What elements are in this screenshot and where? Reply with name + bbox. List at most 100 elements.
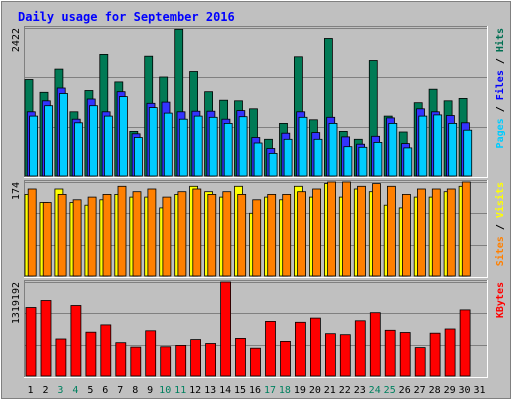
bar-sites-day-22 (342, 181, 351, 277)
bar-sites-day-25 (386, 185, 396, 277)
x-tick-label-25: 25 (384, 385, 396, 396)
bar-pages-day-21 (328, 123, 338, 177)
bar-pages-day-26 (403, 147, 413, 177)
x-tick-label-23: 23 (354, 385, 366, 396)
x-tick-label-18: 18 (279, 385, 291, 396)
bar-sites-day-12 (192, 188, 202, 277)
bar-pages-day-17 (268, 152, 278, 177)
x-tick-label-24: 24 (369, 385, 381, 396)
bar-kbytes-day-26 (399, 332, 411, 377)
x-tick-label-15: 15 (234, 385, 246, 396)
y-axis-label-part: Pages (495, 118, 506, 148)
x-tick-label-22: 22 (339, 385, 351, 396)
bar-sites-day-15 (237, 193, 247, 277)
bar-kbytes-day-16 (250, 347, 261, 377)
bar-pages-day-1 (29, 115, 39, 177)
bar-sites-day-30 (461, 181, 471, 277)
bar-kbytes-day-21 (324, 333, 336, 377)
x-tick-label-3: 3 (57, 385, 63, 396)
bar-sites-day-27 (416, 188, 426, 277)
x-tick-label-8: 8 (132, 385, 138, 396)
bar-kbytes-day-28 (429, 332, 441, 377)
bar-kbytes-day-4 (70, 305, 82, 377)
x-tick-label-29: 29 (444, 385, 456, 396)
bar-sites-day-3 (57, 193, 67, 277)
bar-kbytes-day-6 (100, 324, 112, 377)
bar-sites-day-17 (267, 193, 277, 277)
bar-sites-day-7 (117, 185, 127, 277)
x-axis-labels: 1 2 3 4 5 6 7 8 9 10 11 12 13 14 15 16 17 18 19 20 21 22 23 24 2… (27, 385, 485, 396)
bar-sites-day-11 (177, 191, 187, 277)
bar-sites-day-2 (42, 202, 52, 277)
x-tick-label-26: 26 (399, 385, 411, 396)
y-tick-label: 2422 (11, 28, 22, 52)
x-tick-label-13: 13 (204, 385, 216, 396)
y-axis-label: Sites / Visits (494, 182, 506, 266)
bar-kbytes-day-1 (25, 307, 37, 377)
x-tick-label-5: 5 (87, 385, 93, 396)
panel-1: 2422 Pages / Files / Hits (11, 26, 506, 178)
bar-sites-day-23 (357, 185, 366, 277)
bar-kbytes-day-9 (145, 330, 157, 377)
bar-sites-day-29 (446, 188, 456, 277)
y-axis-label: KBytes (495, 282, 506, 318)
bar-pages-day-14 (223, 123, 233, 177)
chart-panels: 2422 Pages / Files / Hits 174 Sites / Visit… (11, 26, 506, 378)
bar-kbytes-day-25 (384, 329, 396, 377)
bar-sites-day-4 (72, 199, 82, 277)
bar-pages-day-3 (59, 93, 68, 177)
bar-pages-day-19 (298, 116, 308, 177)
x-tick-label-2: 2 (42, 385, 48, 396)
y-axis-label: Pages / Files / Hits (494, 28, 506, 148)
x-tick-label-10: 10 (159, 385, 171, 396)
bar-pages-day-16 (253, 142, 263, 177)
bar-kbytes-day-5 (85, 331, 97, 377)
x-tick-label-7: 7 (117, 385, 123, 396)
bar-kbytes-day-20 (309, 317, 321, 377)
bar-sites-day-19 (297, 191, 307, 277)
x-tick-label-11: 11 (174, 385, 186, 396)
bar-pages-day-18 (283, 138, 293, 177)
bar-pages-day-4 (74, 122, 83, 177)
panel-2: 174 Sites / Visits (11, 180, 506, 278)
bar-sites-day-5 (87, 196, 97, 277)
bar-kbytes-day-27 (414, 347, 426, 377)
bar-sites-day-14 (222, 191, 232, 277)
bar-pages-day-27 (418, 115, 428, 177)
bar-pages-day-20 (313, 138, 323, 177)
bar-sites-day-13 (207, 193, 217, 277)
chart-title: Daily usage for September 2016 (18, 10, 235, 24)
bar-kbytes-day-10 (160, 346, 172, 377)
bar-sites-day-8 (132, 191, 142, 277)
y-axis-label-part: / (495, 52, 506, 70)
bar-kbytes-day-14 (220, 281, 232, 377)
bar-sites-day-18 (282, 193, 292, 277)
x-tick-label-19: 19 (294, 385, 306, 396)
bar-kbytes-day-29 (444, 328, 456, 377)
y-axis-label-part: / (495, 218, 506, 236)
bar-kbytes-day-8 (130, 346, 142, 377)
bar-pages-day-10 (163, 112, 173, 177)
x-tick-label-17: 17 (264, 385, 276, 396)
bar-pages-day-15 (238, 116, 248, 177)
y-tick-label: 174 (11, 182, 22, 200)
bar-kbytes-day-24 (369, 312, 381, 377)
bar-kbytes-day-22 (339, 334, 351, 377)
y-axis-label-part: Visits (494, 182, 506, 218)
bar-kbytes-day-23 (354, 320, 366, 377)
bar-pages-day-6 (104, 115, 113, 177)
bar-kbytes-day-19 (294, 321, 306, 377)
bar-pages-day-24 (373, 141, 383, 177)
bar-sites-day-21 (327, 181, 337, 277)
x-tick-label-21: 21 (324, 385, 336, 396)
bar-pages-day-23 (358, 146, 368, 177)
bar-kbytes-day-30 (459, 309, 471, 377)
bar-pages-day-7 (119, 96, 128, 177)
y-axis-label-part: Hits (494, 28, 506, 52)
bar-kbytes-day-13 (205, 343, 217, 377)
bar-sites-day-26 (401, 193, 411, 277)
bar-sites-day-28 (431, 188, 441, 277)
panel-3: 1319192 KBytes (11, 280, 506, 378)
x-tick-label-28: 28 (429, 385, 441, 396)
